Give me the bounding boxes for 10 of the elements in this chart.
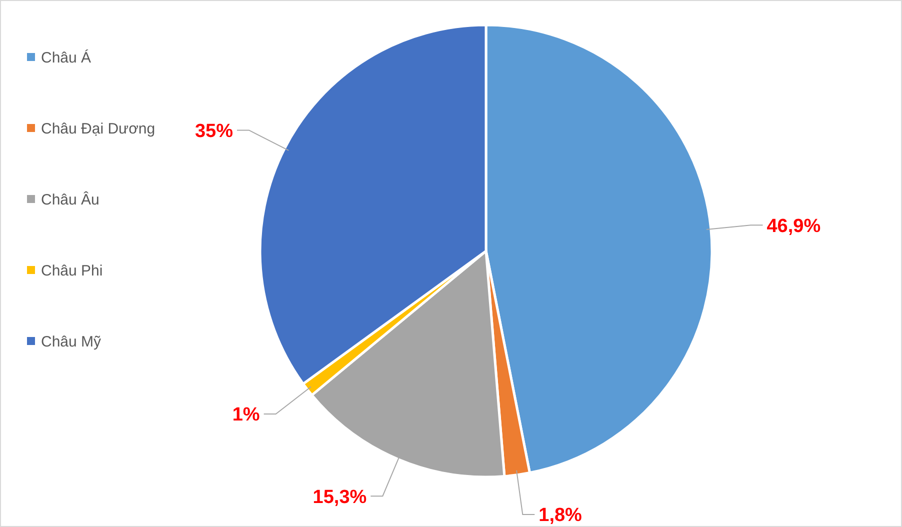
data-label: 35% — [194, 120, 234, 142]
legend-label: Châu Á — [41, 48, 92, 66]
legend-label: Châu Âu — [41, 190, 100, 208]
legend-label: Châu Mỹ — [41, 333, 102, 350]
data-label: 46,9% — [766, 216, 821, 237]
legend-label: Châu Đại Dương — [41, 120, 156, 138]
legend-label: Châu Phi — [41, 262, 103, 280]
data-label: 1,8% — [538, 505, 582, 526]
data-label: 15,3% — [312, 486, 367, 508]
data-label: 1% — [232, 404, 260, 426]
